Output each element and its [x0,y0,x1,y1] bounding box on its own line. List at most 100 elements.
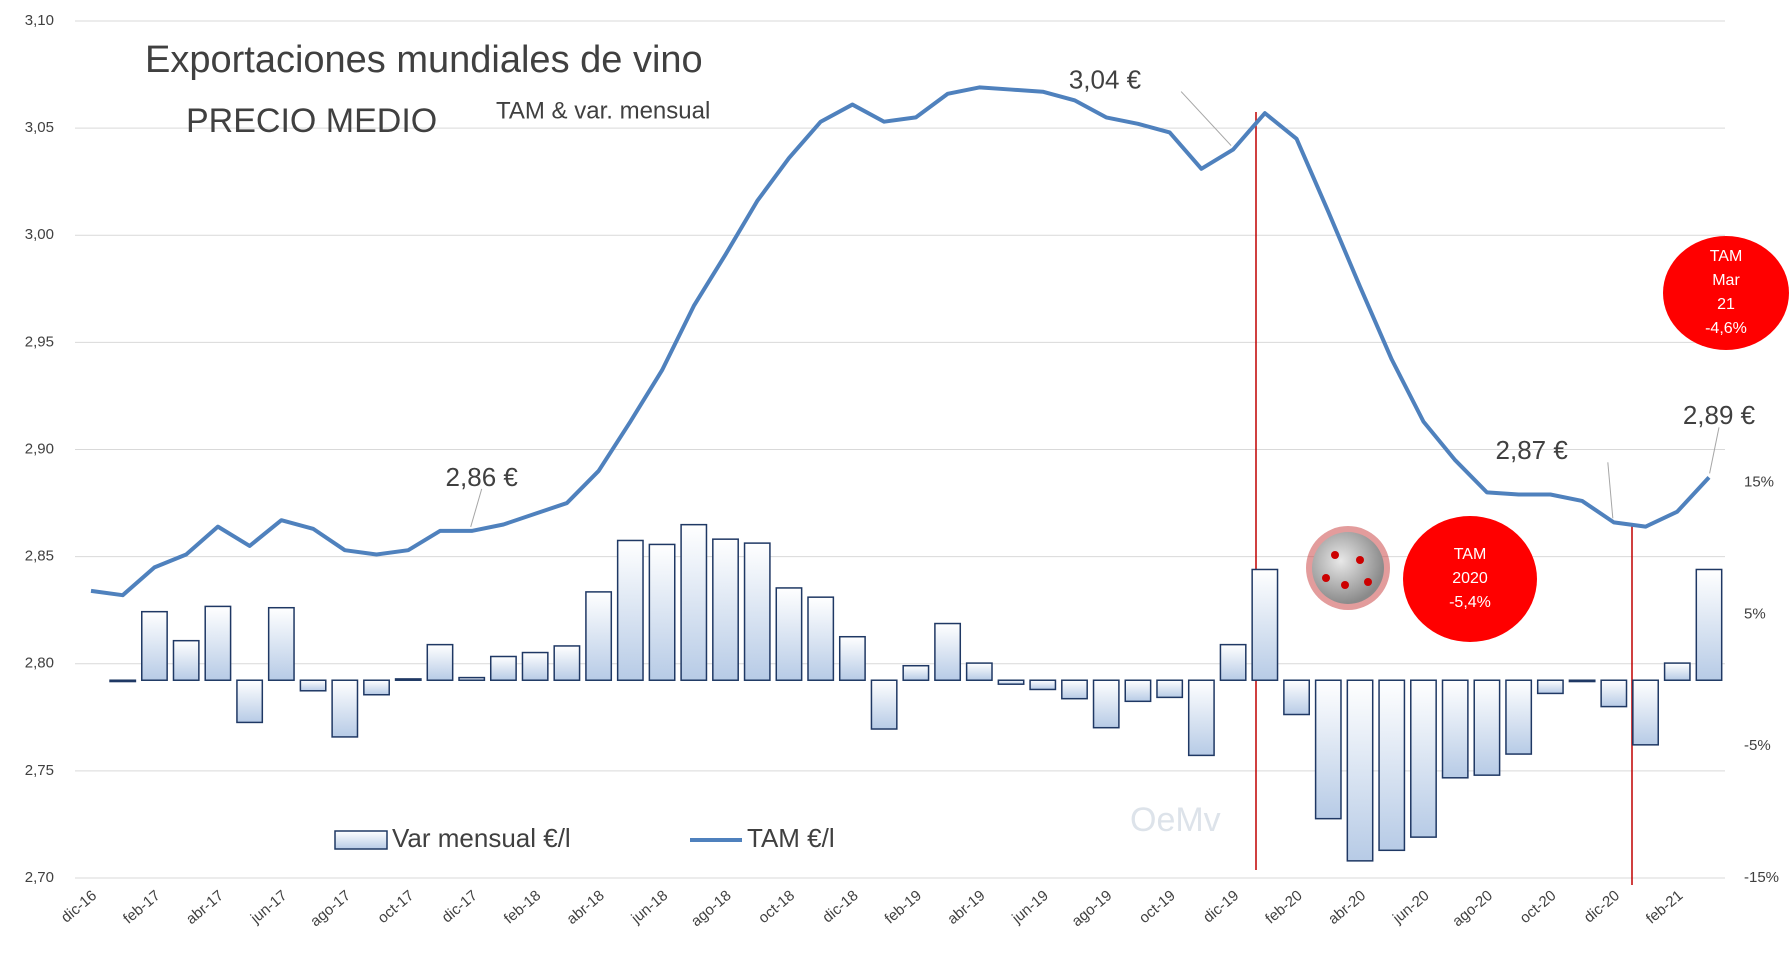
x-tick-label: jun-18 [628,887,672,927]
bar [648,543,676,681]
leader-line [1709,427,1720,474]
x-tick-label: feb-18 [501,887,545,927]
bar [616,539,644,681]
leader-line [1180,91,1232,146]
annotation: Mar [1712,272,1740,289]
data-label: 3,04 € [1069,64,1142,94]
x-tick-label: dic-18 [819,887,861,926]
bar [712,538,739,681]
chart-title: PRECIO MEDIO [186,102,437,140]
y-tick-label: 2,85 [25,548,54,565]
annotation-bubble [1403,516,1537,642]
annotation: -4,6% [1705,320,1747,337]
bar [1156,679,1184,699]
bar [1219,643,1247,681]
x-tick-label: ago-20 [1449,887,1496,930]
bar [1187,679,1215,757]
bar [1092,679,1120,729]
bar [1473,679,1501,776]
x-tick-label: feb-19 [881,887,925,927]
bar [394,678,422,681]
y-tick-label: 3,10 [25,12,54,29]
leader-line [470,488,483,528]
y-tick-label: 3,05 [25,119,54,136]
x-tick-label: abr-17 [183,887,227,928]
y2-tick-label: -5% [1744,737,1771,754]
bar [997,679,1025,685]
legend-swatch [334,830,388,850]
virus-icon [1306,526,1390,610]
x-tick-label: ago-17 [307,887,354,930]
x-tick-label: abr-18 [564,887,608,928]
legend-label: TAM €/l [747,823,835,853]
y-tick-label: 2,75 [25,762,54,779]
bar [1663,662,1691,681]
x-tick-label: ago-18 [688,887,735,930]
bar [934,622,962,681]
y2-tick-label: 15% [1744,473,1774,490]
bar [236,679,264,724]
bar [1536,679,1564,695]
x-tick-label: abr-20 [1325,887,1369,928]
x-tick-label: dic-17 [439,887,481,926]
data-label: 2,86 € [446,462,519,492]
bar [141,610,168,681]
y-tick-label: 2,80 [25,655,54,672]
annotation-bubble [1663,236,1789,350]
x-tick-label: jun-20 [1389,887,1433,927]
bar [489,655,517,681]
data-label: 2,87 € [1496,435,1569,465]
annotation: TAM [1710,248,1743,265]
annotation: 2020 [1452,570,1488,587]
chart-title: Exportaciones mundiales de vino [145,39,703,81]
bar [1378,679,1406,852]
bar [1124,679,1152,703]
bar [1505,679,1533,755]
bar [172,639,200,681]
x-tick-label: dic-20 [1581,887,1623,926]
x-tick-label: feb-21 [1643,887,1687,927]
bar [1441,679,1469,779]
bar [680,523,708,681]
x-tick-label: oct-20 [1517,887,1560,927]
x-tick-label: oct-17 [375,887,418,927]
y-tick-label: 2,95 [25,333,54,350]
bar [521,651,549,681]
bar [1632,679,1659,746]
legend-label: Var mensual €/l [392,823,571,853]
annotation: -5,4% [1449,594,1491,611]
bar [204,605,232,681]
line [90,85,1711,598]
bar [267,606,295,681]
bar [1029,679,1057,691]
bar [775,587,803,681]
bar [363,679,390,696]
grid [75,20,1725,879]
bar [1410,679,1437,838]
y-tick-label: 2,90 [25,440,54,457]
leader-line [1607,462,1614,519]
bar [870,679,898,730]
x-tick-label: jun-19 [1008,887,1052,927]
x-tick-label: dic-19 [1200,887,1242,926]
x-tick-label: jun-17 [247,887,291,927]
bar [1061,679,1088,700]
bar [807,596,835,681]
bar [743,542,771,681]
bar [458,676,486,681]
bar [426,643,454,681]
x-tick-label: oct-18 [755,887,798,927]
bar [1568,679,1596,683]
bar [1695,568,1723,681]
chart-subtitle: TAM & var. mensual [496,97,710,124]
bar [1600,679,1628,708]
bar [331,679,359,738]
data-label: 2,89 € [1683,400,1756,430]
y-tick-label: 2,70 [25,869,54,886]
bar [109,679,137,683]
bar [1314,679,1342,820]
bar [1346,679,1374,862]
x-tick-label: dic-16 [58,887,100,926]
